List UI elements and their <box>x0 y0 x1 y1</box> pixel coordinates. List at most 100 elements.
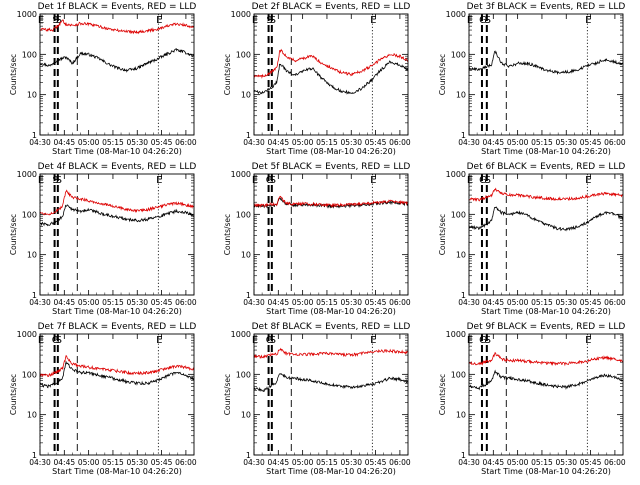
event-marker-label: S <box>52 15 58 26</box>
event-marker-label: E <box>38 15 44 26</box>
panel-det-9f: Det 9f BLACK = Events, RED = LLD 1 10 100 10… <box>438 322 626 476</box>
x-tick-label: 06:00 <box>604 458 626 467</box>
y-tick-label: 10 <box>27 411 37 420</box>
events-series-line <box>468 206 624 232</box>
x-tick-label: 05:30 <box>340 138 362 147</box>
event-marker-label: E <box>467 335 473 346</box>
y-tick-label: 100 <box>236 210 251 219</box>
lld-series-line <box>253 347 409 359</box>
x-tick-label: 06:00 <box>175 138 197 147</box>
x-tick-label: 04:45 <box>483 458 505 467</box>
y-axis-title: Counts/sec <box>9 214 18 255</box>
event-marker-label: E <box>467 175 473 186</box>
x-tick-label: 05:00 <box>78 298 100 307</box>
lld-series-line <box>253 48 409 79</box>
event-marker-label: S <box>485 175 491 186</box>
y-axis-title: Counts/sec <box>9 374 18 415</box>
event-marker-label: E <box>156 335 162 346</box>
y-tick-label: 1 <box>246 291 251 300</box>
panel-title: Det 3f BLACK = Events, RED = LLD <box>467 2 626 12</box>
event-marker-label: E <box>585 335 591 346</box>
x-tick-label: 05:15 <box>316 298 338 307</box>
x-axis-title: Start Time (08-Mar-10 04:26:20) <box>266 307 396 316</box>
panel-title: Det 7f BLACK = Events, RED = LLD <box>38 322 197 332</box>
y-tick-label: 100 <box>22 210 37 219</box>
y-tick-label: 1000 <box>17 330 37 339</box>
x-tick-label: 05:45 <box>365 298 387 307</box>
event-marker-label: S <box>56 175 62 186</box>
x-tick-label: 05:45 <box>151 298 173 307</box>
y-tick-label: 1 <box>461 451 466 460</box>
x-tick-label: 04:45 <box>54 458 76 467</box>
event-marker-label: E <box>585 175 591 186</box>
y-tick-label: 10 <box>456 251 466 260</box>
event-marker-label: S <box>266 15 272 26</box>
plot-frame <box>39 13 195 136</box>
event-marker-label: E <box>38 335 44 346</box>
plot-frame <box>468 13 624 136</box>
event-marker-label: E <box>252 175 258 186</box>
x-tick-label: 05:15 <box>102 138 124 147</box>
y-tick-label: 100 <box>451 50 466 59</box>
y-tick-label: 1 <box>32 131 37 140</box>
event-marker-label: E <box>370 335 376 346</box>
event-marker-label: E <box>252 335 258 346</box>
y-tick-label: 1 <box>461 131 466 140</box>
x-tick-label: 04:30 <box>243 138 265 147</box>
plot-frame <box>253 333 409 456</box>
plot-frame <box>39 173 195 296</box>
x-tick-label: 05:00 <box>78 138 100 147</box>
events-series-line <box>468 50 624 76</box>
x-tick-label: 04:30 <box>243 458 265 467</box>
panel-title: Det 2f BLACK = Events, RED = LLD <box>252 2 411 12</box>
events-series-line <box>253 373 409 393</box>
x-tick-label: 04:45 <box>483 138 505 147</box>
x-axis-title: Start Time (08-Mar-10 04:26:20) <box>481 147 611 156</box>
plot-frame <box>468 173 624 296</box>
y-tick-label: 10 <box>456 91 466 100</box>
x-tick-label: 05:15 <box>102 298 124 307</box>
x-tick-label: 04:45 <box>268 458 290 467</box>
events-series-line <box>39 204 194 227</box>
y-tick-label: 100 <box>236 50 251 59</box>
x-tick-label: 06:00 <box>389 458 411 467</box>
events-series-line <box>253 60 409 95</box>
y-tick-label: 1 <box>246 131 251 140</box>
events-series-line <box>39 360 194 389</box>
x-tick-label: 04:45 <box>54 298 76 307</box>
x-tick-label: 05:00 <box>507 458 529 467</box>
event-marker-label: E <box>156 15 162 26</box>
x-tick-label: 06:00 <box>389 298 411 307</box>
x-tick-label: 05:30 <box>555 298 577 307</box>
event-marker-label: S <box>56 15 62 26</box>
event-marker-label: E <box>156 175 162 186</box>
x-axis-title: Start Time (08-Mar-10 04:26:20) <box>266 147 396 156</box>
y-tick-label: 100 <box>22 50 37 59</box>
x-tick-label: 06:00 <box>389 138 411 147</box>
plot-frame <box>39 333 195 456</box>
panel-title: Det 9f BLACK = Events, RED = LLD <box>467 322 626 332</box>
event-marker-label: E <box>467 15 473 26</box>
x-tick-label: 04:30 <box>458 138 480 147</box>
lld-series-line <box>468 187 623 202</box>
x-tick-label: 05:00 <box>292 138 314 147</box>
x-tick-label: 05:00 <box>507 298 529 307</box>
y-axis-title: Counts/sec <box>438 54 447 95</box>
x-tick-label: 05:00 <box>292 298 314 307</box>
x-tick-label: 04:45 <box>268 298 290 307</box>
panel-det-1f: Det 1f BLACK = Events, RED = LLD 1 10 100 10… <box>9 2 197 156</box>
event-marker-label: E <box>585 15 591 26</box>
x-tick-label: 04:45 <box>54 138 76 147</box>
x-tick-label: 04:45 <box>483 298 505 307</box>
lld-series-line <box>39 189 195 216</box>
x-axis-title: Start Time (08-Mar-10 04:26:20) <box>52 307 182 316</box>
event-marker-label: G <box>479 175 487 186</box>
x-tick-label: 05:45 <box>365 458 387 467</box>
x-tick-label: 05:30 <box>126 458 148 467</box>
x-tick-label: 05:15 <box>531 298 553 307</box>
y-tick-label: 1000 <box>446 170 466 179</box>
x-tick-label: 04:30 <box>458 458 480 467</box>
panel-det-4f: Det 4f BLACK = Events, RED = LLD 1 10 100 10… <box>9 162 197 316</box>
plot-frame <box>253 13 409 136</box>
x-axis-title: Start Time (08-Mar-10 04:26:20) <box>52 467 182 476</box>
